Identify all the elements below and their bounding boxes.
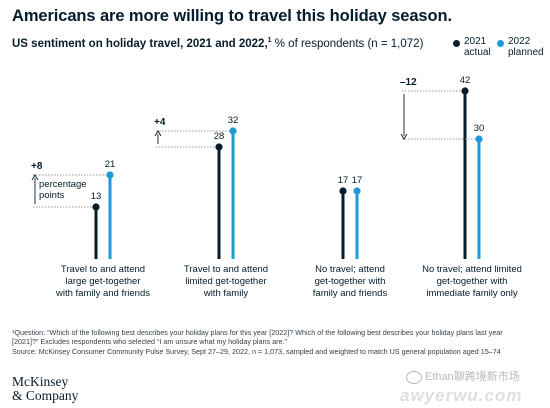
watermark-url: awyerwu.com [400, 386, 523, 405]
point-2022 [229, 127, 237, 135]
value-label-2022: 21 [105, 159, 116, 170]
value-label-2022: 32 [228, 115, 239, 126]
change-value: –12 [400, 77, 417, 88]
value-label-2021: 42 [460, 75, 471, 86]
category-label: large get-together [66, 276, 141, 287]
category-label: get-together with [315, 276, 386, 287]
legend-label-2021: 2021 actual [464, 36, 491, 58]
logo-line: & Company [12, 388, 79, 403]
subtitle-bold: US sentiment on holiday travel, 2021 and… [12, 37, 268, 50]
category-label: Travel to and attend [61, 264, 145, 275]
category-label: Travel to and attend [184, 264, 268, 275]
category-label: with family and friends [55, 288, 150, 299]
point-2022 [353, 187, 361, 195]
point-2021 [92, 203, 100, 211]
change-value: +4 [154, 117, 166, 128]
point-2021 [461, 87, 469, 95]
watermark: Ethan聊跨境新市场 [406, 368, 520, 384]
chart-title: Americans are more willing to travel thi… [12, 7, 452, 25]
value-label-2021: 28 [214, 131, 225, 142]
category-label: No travel; attend [315, 264, 385, 275]
subtitle-units: % of respondents (n = 1,072) [271, 37, 424, 50]
logo-line: McKinsey [12, 374, 69, 389]
arrow-head [154, 130, 162, 137]
value-label-2022: 30 [474, 123, 485, 134]
legend-label-2022: 2022 planned [508, 36, 544, 58]
change-unit-note: points [39, 190, 65, 201]
category-label: with family [203, 288, 249, 299]
category-label: get-together with [437, 276, 508, 287]
point-2021 [339, 187, 347, 195]
source-line: Source: McKinsey Consumer Community Puls… [12, 346, 501, 356]
change-unit-note: percentage [39, 179, 87, 190]
legend-dot-2022 [497, 40, 504, 47]
category-label: limited get-together [185, 276, 266, 287]
value-label-2021: 17 [338, 175, 349, 186]
watermark-text: Ethan聊跨境新市场 [425, 371, 520, 383]
legend-dot-2021 [453, 40, 460, 47]
footnote-line: [2021]?” Excludes respondents who select… [12, 337, 287, 347]
point-2022 [106, 171, 114, 179]
mckinsey-logo: McKinsey & Company [12, 375, 78, 403]
arrow-head [31, 174, 39, 181]
wechat-icon [406, 370, 422, 384]
value-label-2022: 17 [352, 175, 363, 186]
category-label: No travel; attend limited [422, 264, 522, 275]
point-2021 [215, 143, 223, 151]
chart-subtitle: US sentiment on holiday travel, 2021 and… [12, 37, 423, 50]
footnote: ¹Question: “Which of the following best … [12, 328, 532, 356]
arrow-head [400, 133, 408, 140]
point-2022 [475, 135, 483, 143]
footnote-line: ¹Question: “Which of the following best … [12, 328, 503, 337]
category-label: family and friends [313, 288, 388, 299]
category-label: immediate family only [426, 288, 518, 299]
footnote-marker: 1 [267, 37, 272, 44]
value-label-2021: 13 [91, 191, 102, 202]
change-value: +8 [31, 161, 43, 172]
